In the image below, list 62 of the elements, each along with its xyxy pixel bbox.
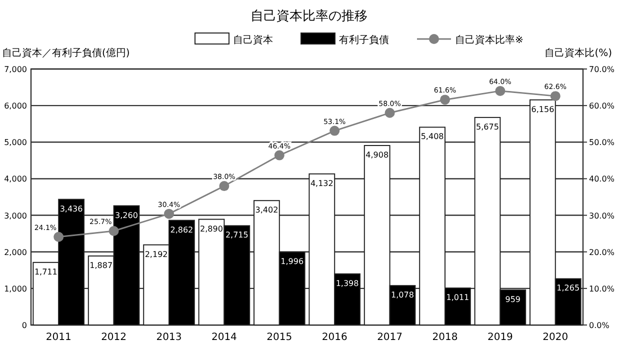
data-label: 3,260 <box>115 210 138 220</box>
y-tick-label: 7,000 <box>4 65 27 74</box>
data-label: 5,408 <box>420 132 444 142</box>
point <box>274 150 284 160</box>
legend-label: 自己資本 <box>233 34 273 46</box>
data-label: 959 <box>505 294 521 304</box>
data-label: 1,887 <box>90 260 113 270</box>
data-label: 4,908 <box>366 150 389 160</box>
data-label: 3,402 <box>255 206 278 215</box>
x-tick-label: 2014 <box>211 332 237 343</box>
x-tick-label: 2012 <box>101 332 127 343</box>
legend-label: 有利子負債 <box>339 34 389 46</box>
x-tick-label: 2013 <box>156 332 182 343</box>
x-tick-label: 2018 <box>432 332 458 343</box>
point <box>495 86 506 96</box>
x-tick-label: 2015 <box>266 332 292 343</box>
y-tick-label: 5,000 <box>4 138 27 148</box>
data-label: 2,890 <box>200 224 223 234</box>
y2-tick-label: 60.0% <box>589 102 615 111</box>
y-tick-label: 6,000 <box>4 102 27 111</box>
data-label: 1,011 <box>446 293 470 302</box>
y2-tick-label: 0.0% <box>589 321 610 330</box>
x-tick-label: 2019 <box>487 332 513 343</box>
point <box>384 108 395 118</box>
point <box>550 91 560 102</box>
x-tick-label: 2016 <box>322 332 348 343</box>
y2-tick-label: 40.0% <box>589 174 615 184</box>
point <box>108 226 119 236</box>
data-label: 5,675 <box>476 122 499 132</box>
point <box>164 208 174 219</box>
x-tick-label: 2011 <box>46 332 72 343</box>
chart-title: 自己資本比率の推移 <box>250 8 368 24</box>
x-tick-label: 2017 <box>377 332 403 343</box>
y-tick-label: 4,000 <box>4 174 27 184</box>
data-label: 6,156 <box>531 104 554 114</box>
data-label: 2,192 <box>144 250 168 259</box>
data-label: 1,078 <box>391 290 414 300</box>
y2-tick-label: 50.0% <box>589 138 615 148</box>
y-axis-title: 自己資本／有利子負債(億円) <box>2 47 130 59</box>
data-label: 2,715 <box>225 230 248 240</box>
point <box>54 232 64 242</box>
data-label: 4,132 <box>310 178 334 188</box>
x-tick-label: 2020 <box>542 332 568 343</box>
y-tick-label: 3,000 <box>4 211 27 220</box>
data-label: 3,436 <box>60 204 83 214</box>
y-tick-label: 2,000 <box>4 248 27 257</box>
data-label: 1,265 <box>556 284 580 293</box>
data-label: 1,996 <box>280 257 304 266</box>
y2-tick-label: 10.0% <box>589 284 615 294</box>
point <box>330 126 340 136</box>
y2-axis-title: 自己資本比(%) <box>544 47 612 59</box>
point <box>219 181 230 192</box>
legend-label: 自己資本比率※ <box>455 34 524 46</box>
y2-tick-label: 70.0% <box>589 65 615 74</box>
y-tick-label: 1,000 <box>4 284 27 294</box>
data-label: 1,398 <box>336 278 359 288</box>
point <box>440 94 450 105</box>
y2-tick-label: 30.0% <box>589 211 615 220</box>
y-tick-label: 0 <box>22 321 27 330</box>
data-label: 1,711 <box>34 267 58 276</box>
y2-tick-label: 20.0% <box>589 248 615 257</box>
data-label: 2,862 <box>170 225 194 234</box>
